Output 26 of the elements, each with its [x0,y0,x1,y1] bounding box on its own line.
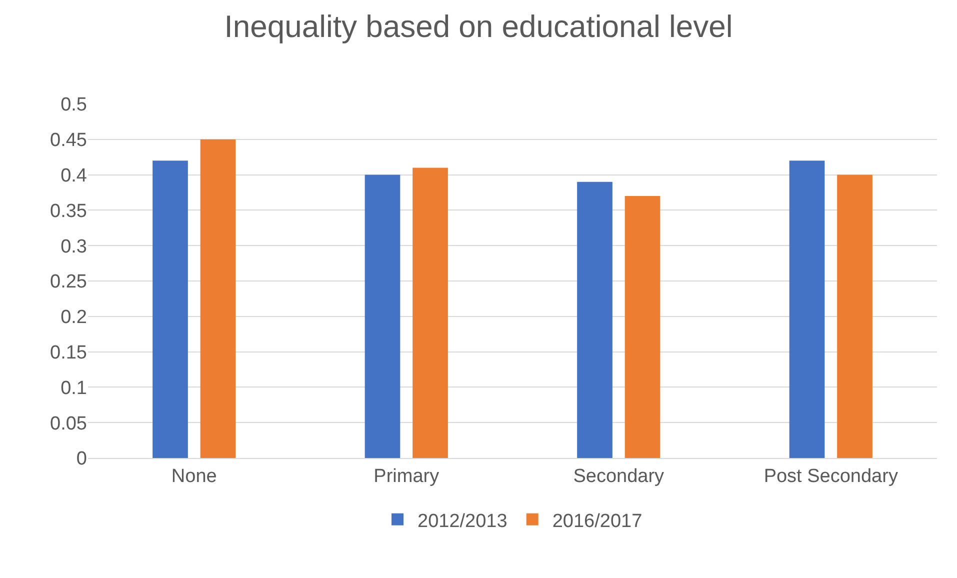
y-tick-label: 0.2 [60,307,87,328]
bar [412,168,448,458]
y-tick-label: 0.45 [50,130,87,152]
chart-title: Inequality based on educational level [224,8,733,44]
y-tick-label: 0.1 [60,378,87,399]
legend-label: 2016/2017 [552,510,642,532]
bar [152,160,188,458]
y-tick-label: 0.05 [50,413,87,434]
x-tick-label: Primary [374,466,440,487]
x-tick-label: None [171,466,217,487]
y-tick-label: 0.3 [60,236,87,258]
x-tick-label: Post Secondary [764,466,898,487]
y-tick-label: 0.35 [50,200,87,222]
bar [364,174,400,458]
y-tick-label: 0.4 [60,165,88,186]
bar [577,182,612,458]
y-tick-label: 0.25 [50,272,87,293]
bar [789,160,825,458]
bar [200,139,236,458]
legend-label: 2012/2013 [418,510,508,532]
bar [624,196,660,458]
y-tick-label: 0 [76,448,87,470]
y-tick-label: 0.5 [60,94,87,116]
x-tick-label: Secondary [573,466,665,487]
y-tick-label: 0.15 [50,342,87,364]
bar [837,174,872,458]
